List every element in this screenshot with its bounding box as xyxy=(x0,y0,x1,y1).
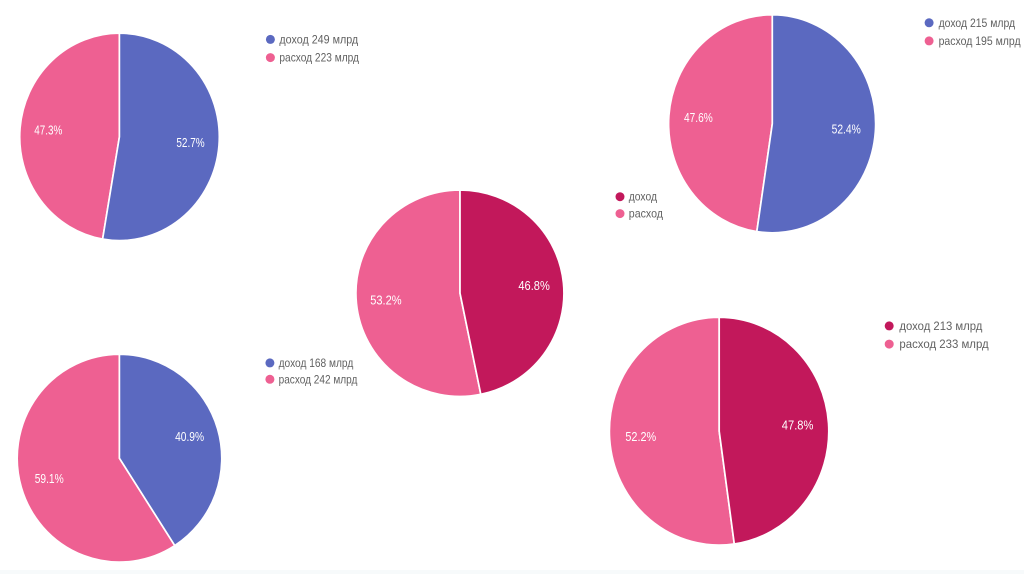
svg-text:расход 223 млрд: расход 223 млрд xyxy=(279,51,359,65)
svg-text:46.8%: 46.8% xyxy=(518,279,549,293)
svg-text:расход: расход xyxy=(629,207,663,221)
svg-text:52.7%: 52.7% xyxy=(176,136,204,150)
svg-text:расход 242 млрд: расход 242 млрд xyxy=(279,372,358,386)
svg-text:52.4%: 52.4% xyxy=(832,123,861,137)
svg-text:52.2%: 52.2% xyxy=(625,430,656,444)
svg-text:доход 249 млрд: доход 249 млрд xyxy=(279,32,358,46)
svg-text:47.8%: 47.8% xyxy=(782,419,814,433)
svg-text:расход 195 млрд: расход 195 млрд xyxy=(939,34,1021,48)
svg-text:40.9%: 40.9% xyxy=(175,430,204,444)
svg-text:расход 233 млрд: расход 233 млрд xyxy=(899,337,988,351)
svg-text:53.2%: 53.2% xyxy=(370,294,401,308)
svg-text:47.6%: 47.6% xyxy=(684,111,713,125)
svg-text:доход 213 млрд: доход 213 млрд xyxy=(899,319,982,333)
svg-text:47.3%: 47.3% xyxy=(34,124,62,138)
svg-text:доход 168 млрд: доход 168 млрд xyxy=(279,356,354,370)
svg-text:доход: доход xyxy=(629,190,657,204)
svg-text:доход 215 млрд: доход 215 млрд xyxy=(939,16,1016,30)
svg-text:59.1%: 59.1% xyxy=(35,472,64,486)
